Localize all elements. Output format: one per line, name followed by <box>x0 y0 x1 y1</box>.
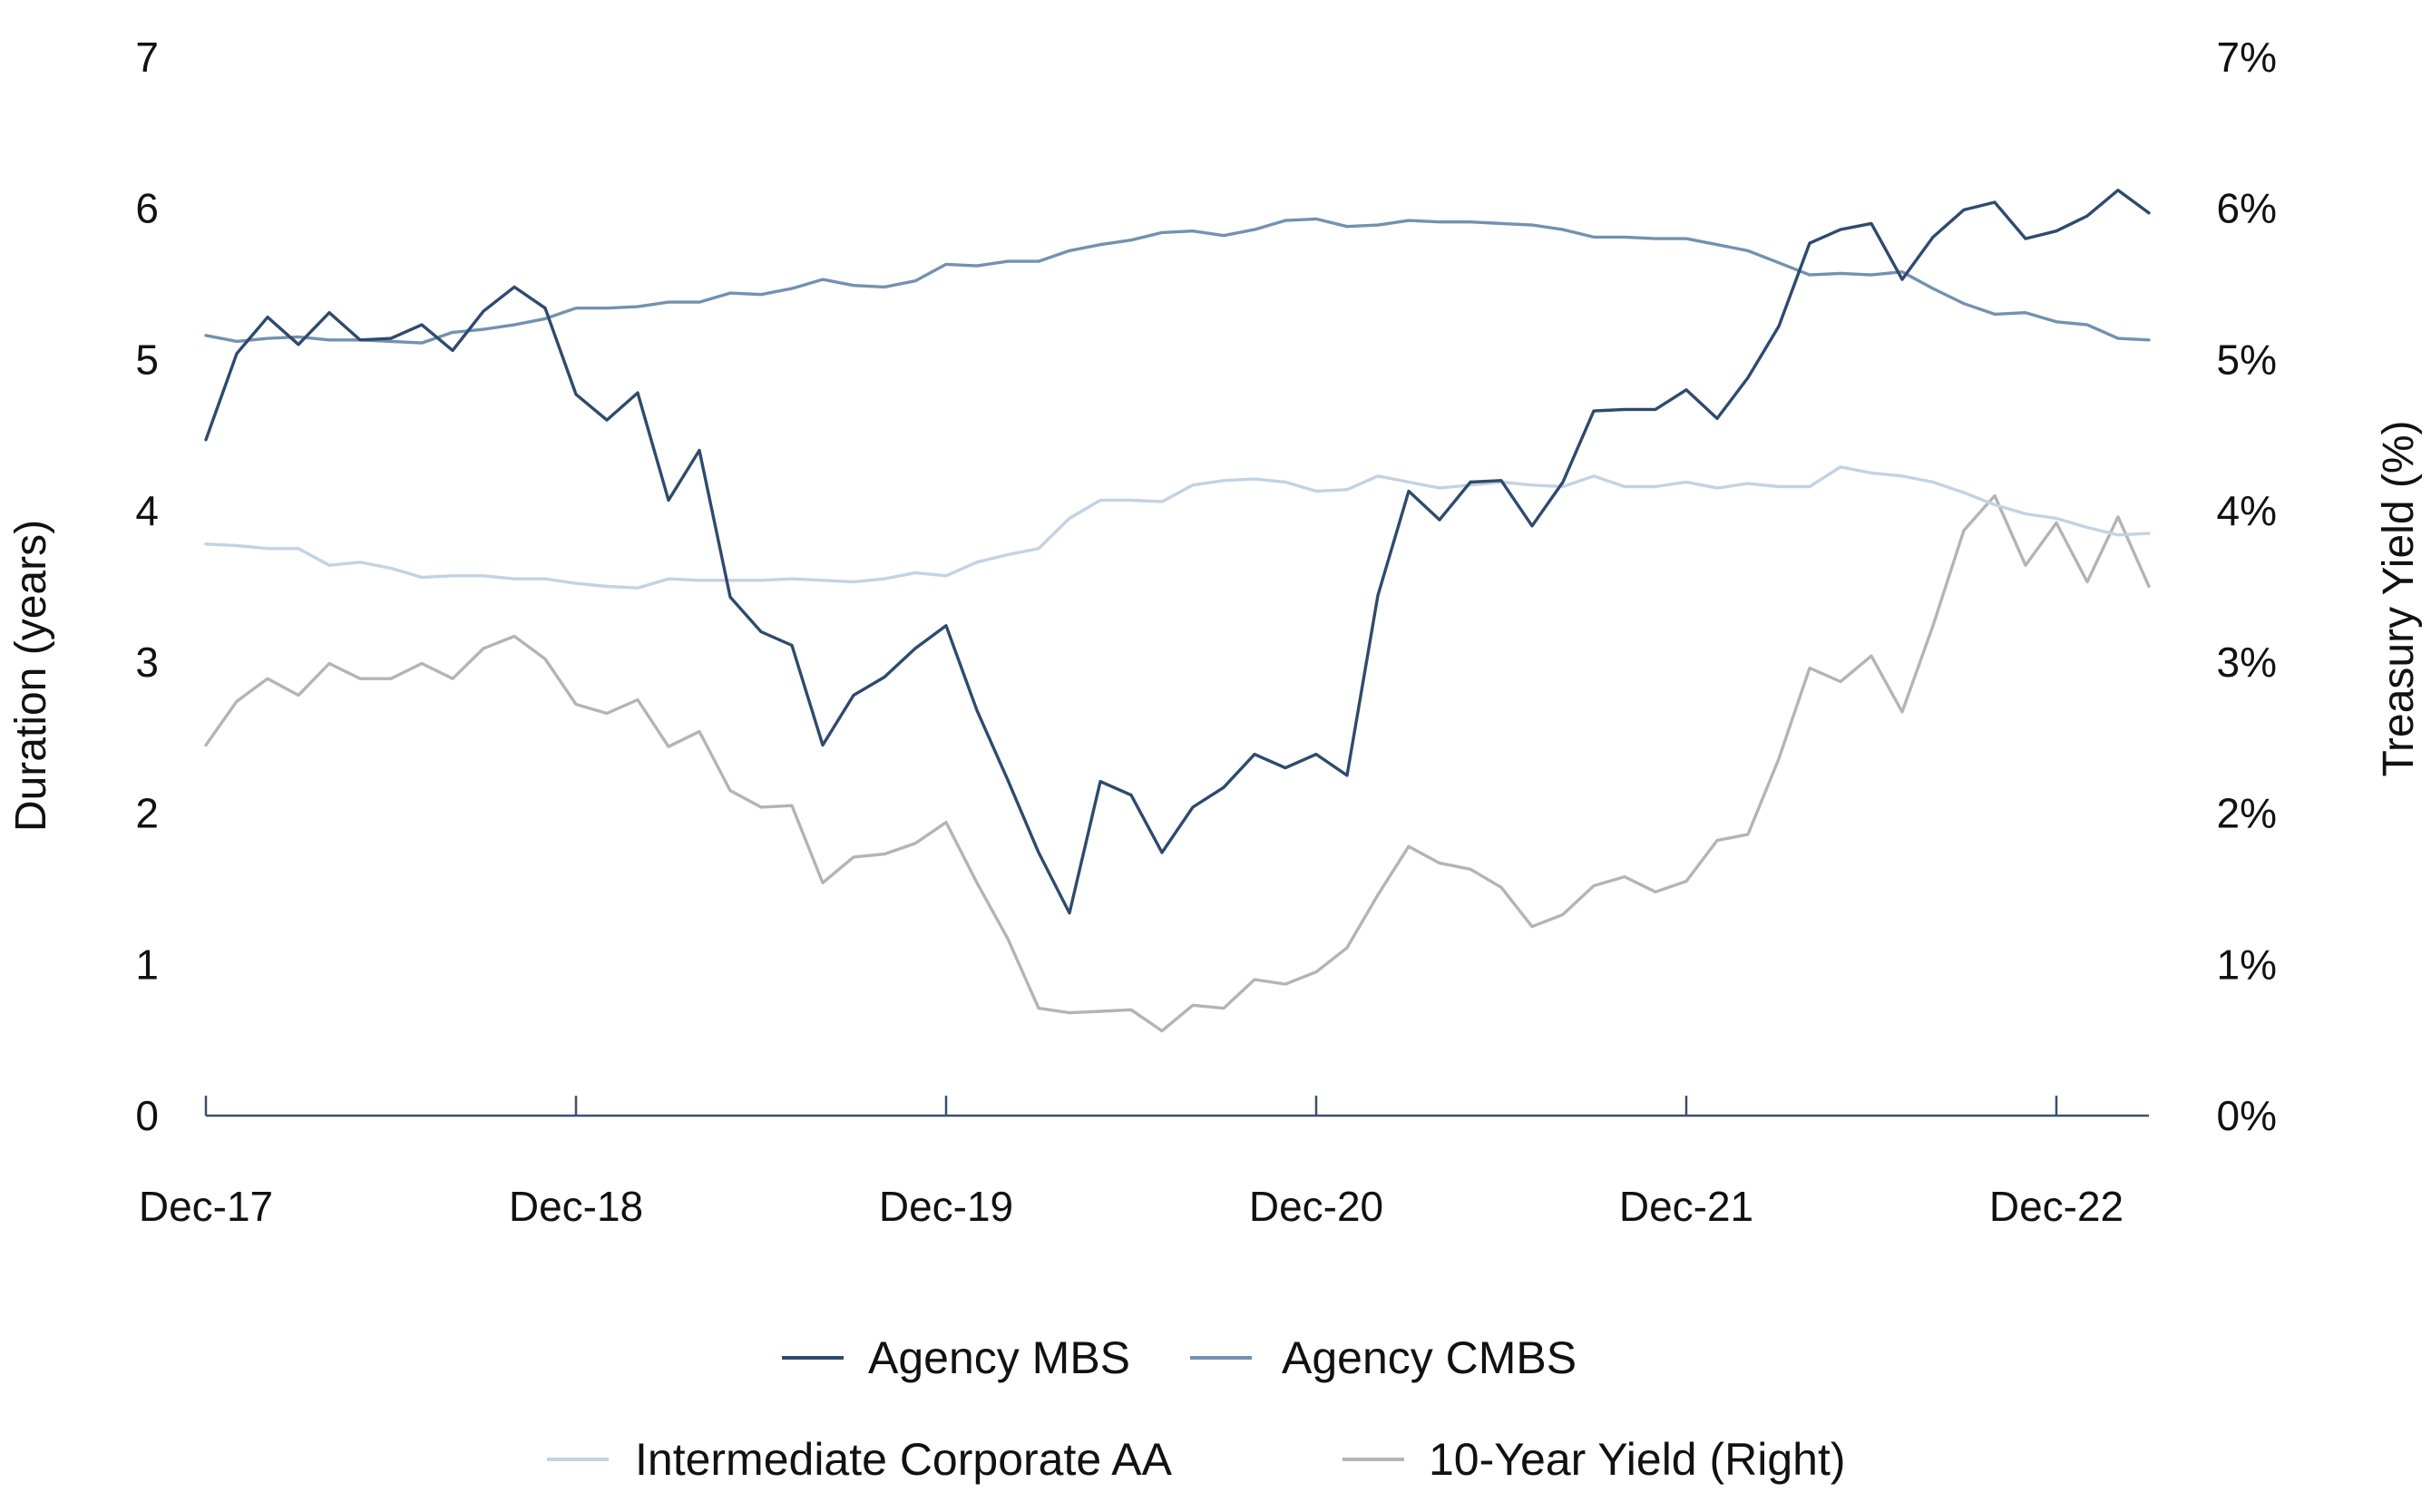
right-tick-label: 6% <box>2217 185 2277 232</box>
x-axis-ticks: Dec-17 Dec-18 Dec-19 Dec-20 Dec-21 Dec-22 <box>139 1096 2123 1230</box>
left-axis-title: Duration (years) <box>7 520 55 832</box>
right-tick-label: 0% <box>2217 1092 2277 1139</box>
x-tick-label: Dec-21 <box>1619 1183 1753 1230</box>
left-tick-label: 4 <box>135 487 159 534</box>
left-tick-label: 1 <box>135 941 159 988</box>
right-tick-label: 1% <box>2217 941 2277 988</box>
left-tick-label: 7 <box>135 34 159 81</box>
x-tick-label: Dec-19 <box>879 1183 1013 1230</box>
right-axis-title: Treasury Yield (%) <box>2375 421 2423 777</box>
right-axis-ticks: 0% 1% 2% 3% 4% 5% 6% 7% <box>2217 34 2277 1139</box>
legend-item-agency-mbs: Agency MBS <box>782 1332 1130 1383</box>
series-line-agency-mbs <box>204 188 2151 915</box>
left-tick-label: 2 <box>135 790 159 837</box>
legend-label-10-year-yield: 10-Year Yield (Right) <box>1429 1434 1846 1485</box>
right-tick-label: 5% <box>2217 336 2277 383</box>
series-lines <box>204 188 2151 1033</box>
x-tick-label: Dec-18 <box>509 1183 643 1230</box>
series-line-agency-cmbs <box>204 217 2151 345</box>
x-tick-label: Dec-22 <box>1989 1183 2123 1230</box>
series-line-10-year-yield-right <box>204 493 2151 1033</box>
left-tick-label: 5 <box>135 336 159 383</box>
left-tick-label: 6 <box>135 185 159 232</box>
left-tick-label: 3 <box>135 639 159 686</box>
left-tick-label: 0 <box>135 1092 159 1139</box>
legend-label-agency-cmbs: Agency CMBS <box>1282 1332 1577 1383</box>
series-line-intermediate-corporate-aa <box>204 465 2151 590</box>
legend-item-agency-cmbs: Agency CMBS <box>1190 1332 1577 1383</box>
left-axis-ticks: 0 1 2 3 4 5 6 7 <box>135 34 159 1139</box>
x-tick-label: Dec-17 <box>139 1183 273 1230</box>
right-tick-label: 2% <box>2217 790 2277 837</box>
legend-item-intermediate-corporate-aa: Intermediate Corporate AA <box>547 1434 1173 1485</box>
legend-label-intermediate-corporate-aa: Intermediate Corporate AA <box>635 1434 1173 1485</box>
x-tick-label: Dec-20 <box>1249 1183 1383 1230</box>
legend-item-10-year-yield: 10-Year Yield (Right) <box>1342 1434 1846 1485</box>
legend-label-agency-mbs: Agency MBS <box>868 1332 1130 1383</box>
right-tick-label: 3% <box>2217 639 2277 686</box>
right-tick-label: 4% <box>2217 487 2277 534</box>
legend: Agency MBS Agency CMBS Intermediate Corp… <box>547 1332 1846 1485</box>
right-tick-label: 7% <box>2217 34 2277 81</box>
